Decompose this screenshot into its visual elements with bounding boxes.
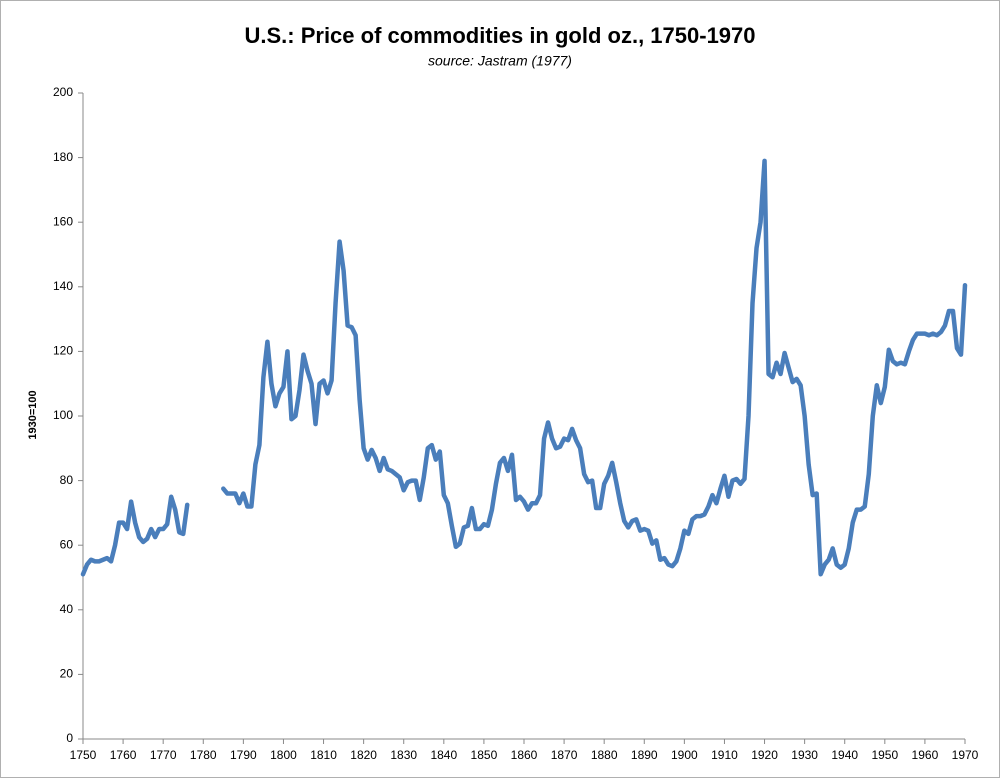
x-tick-label: 1910 — [711, 748, 738, 762]
y-tick-label: 180 — [53, 150, 73, 164]
x-tick-label: 1870 — [551, 748, 578, 762]
data-line — [80, 494, 190, 577]
chart-title: U.S.: Price of commodities in gold oz., … — [244, 23, 755, 48]
x-tick-label: 1970 — [952, 748, 979, 762]
x-tick-label: 1780 — [190, 748, 217, 762]
y-tick-label: 40 — [60, 602, 74, 616]
y-tick-label: 60 — [60, 537, 74, 551]
x-tick-label: 1850 — [471, 748, 498, 762]
x-tick-label: 1940 — [831, 748, 858, 762]
x-tick-label: 1950 — [871, 748, 898, 762]
x-tick-label: 1820 — [350, 748, 377, 762]
x-tick-label: 1750 — [70, 748, 97, 762]
x-tick-label: 1840 — [430, 748, 457, 762]
x-tick-label: 1860 — [511, 748, 538, 762]
y-tick-label: 140 — [53, 279, 73, 293]
x-tick-label: 1920 — [751, 748, 778, 762]
y-tick-label: 120 — [53, 344, 73, 358]
data-line — [221, 158, 968, 577]
x-tick-label: 1810 — [310, 748, 337, 762]
chart-subtitle: source: Jastram (1977) — [428, 53, 572, 69]
x-tick-label: 1900 — [671, 748, 698, 762]
y-tick-label: 80 — [60, 473, 74, 487]
y-tick-label: 20 — [60, 667, 74, 681]
y-tick-label: 0 — [66, 731, 73, 745]
y-tick-label: 100 — [53, 408, 73, 422]
x-tick-label: 1790 — [230, 748, 257, 762]
x-tick-label: 1890 — [631, 748, 658, 762]
x-tick-label: 1760 — [110, 748, 137, 762]
x-tick-label: 1770 — [150, 748, 177, 762]
x-tick-label: 1830 — [390, 748, 417, 762]
y-axis-label: 1930=100 — [27, 390, 39, 439]
x-tick-label: 1930 — [791, 748, 818, 762]
x-tick-label: 1800 — [270, 748, 297, 762]
x-tick-label: 1880 — [591, 748, 618, 762]
y-tick-label: 160 — [53, 214, 73, 228]
x-tick-label: 1960 — [912, 748, 939, 762]
y-tick-label: 200 — [53, 85, 73, 99]
